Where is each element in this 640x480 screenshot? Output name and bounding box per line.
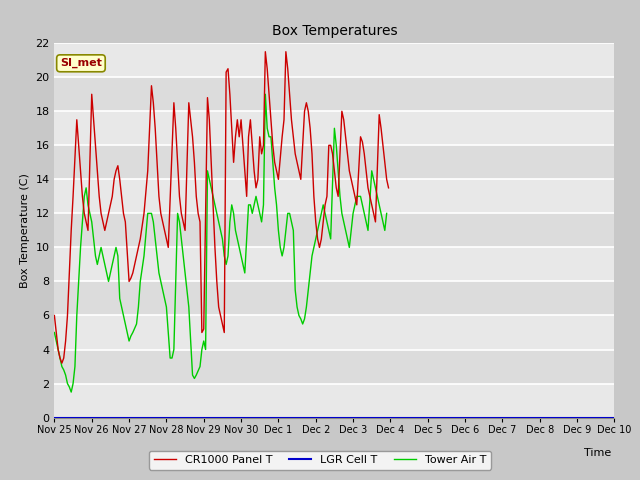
CR1000 Panel T [62,338,70,344]
Line: Tower Air T: Tower Air T [54,94,387,392]
CR1000 Panel T [92,143,99,148]
Legend: CR1000 Panel T, LGR Cell T, Tower Air T: CR1000 Panel T, LGR Cell T, Tower Air T [149,451,491,469]
LGR Cell T [597,415,605,420]
LGR Cell T [509,415,517,420]
Bar [54,349,614,384]
Tower Air T [67,389,75,395]
Text: SI_met: SI_met [60,58,102,69]
CR1000 Panel T [385,185,392,191]
LGR Cell T [384,415,392,420]
Tower Air T [262,91,269,97]
Tower Air T [340,219,348,225]
LGR Cell T [51,415,58,420]
Bar [54,315,614,349]
Tower Air T [51,330,58,336]
Bar [54,145,614,180]
CR1000 Panel T [179,219,187,225]
Tower Air T [316,219,323,225]
CR1000 Panel T [282,49,290,55]
CR1000 Panel T [58,360,66,366]
CR1000 Panel T [51,312,58,318]
CR1000 Panel T [84,228,92,233]
Bar [54,247,614,281]
Tower Air T [150,219,157,225]
Tower Air T [297,316,305,322]
X-axis label: Time: Time [584,447,611,457]
Bar [54,384,614,418]
CR1000 Panel T [262,49,269,55]
Bar [54,77,614,111]
CR1000 Panel T [314,236,321,242]
LGR Cell T [320,415,328,420]
Line: CR1000 Panel T: CR1000 Panel T [54,52,388,363]
Tower Air T [383,211,390,216]
Bar [54,111,614,145]
LGR Cell T [611,415,618,420]
Bar [54,281,614,315]
Tower Air T [209,193,217,199]
Bar [54,214,614,247]
Bar [54,43,614,77]
Y-axis label: Box Temperature (C): Box Temperature (C) [20,173,29,288]
LGR Cell T [317,415,324,420]
LGR Cell T [353,415,361,420]
Bar [54,180,614,214]
Title: Box Temperatures: Box Temperatures [271,24,397,38]
Tower Air T [362,219,370,225]
